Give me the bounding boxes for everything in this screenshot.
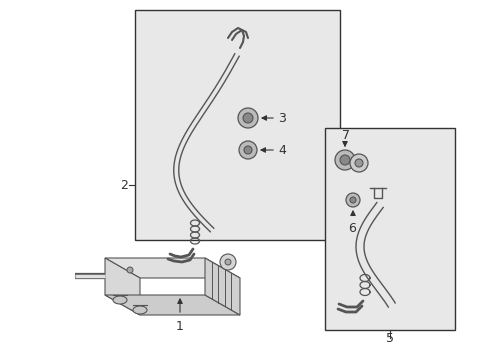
Text: 7: 7 bbox=[342, 129, 350, 142]
Circle shape bbox=[335, 150, 355, 170]
Circle shape bbox=[350, 154, 368, 172]
Circle shape bbox=[220, 254, 236, 270]
Circle shape bbox=[239, 141, 257, 159]
Polygon shape bbox=[105, 295, 240, 315]
Ellipse shape bbox=[113, 296, 127, 304]
Polygon shape bbox=[105, 258, 240, 278]
Bar bbox=[325, 128, 455, 330]
Bar bbox=[135, 10, 340, 240]
Circle shape bbox=[244, 146, 252, 154]
Circle shape bbox=[355, 159, 363, 167]
Polygon shape bbox=[205, 258, 240, 315]
Text: 4: 4 bbox=[278, 144, 286, 157]
Circle shape bbox=[225, 259, 231, 265]
Circle shape bbox=[340, 155, 350, 165]
Polygon shape bbox=[105, 258, 140, 315]
Circle shape bbox=[238, 108, 258, 128]
Text: 3: 3 bbox=[278, 112, 286, 125]
Circle shape bbox=[346, 193, 360, 207]
Ellipse shape bbox=[133, 306, 147, 314]
Circle shape bbox=[243, 113, 253, 123]
Text: 6: 6 bbox=[348, 222, 356, 235]
Circle shape bbox=[350, 197, 356, 203]
Text: 5: 5 bbox=[386, 332, 394, 345]
Circle shape bbox=[127, 267, 133, 273]
Text: 1: 1 bbox=[176, 320, 184, 333]
Text: 2: 2 bbox=[120, 179, 128, 192]
